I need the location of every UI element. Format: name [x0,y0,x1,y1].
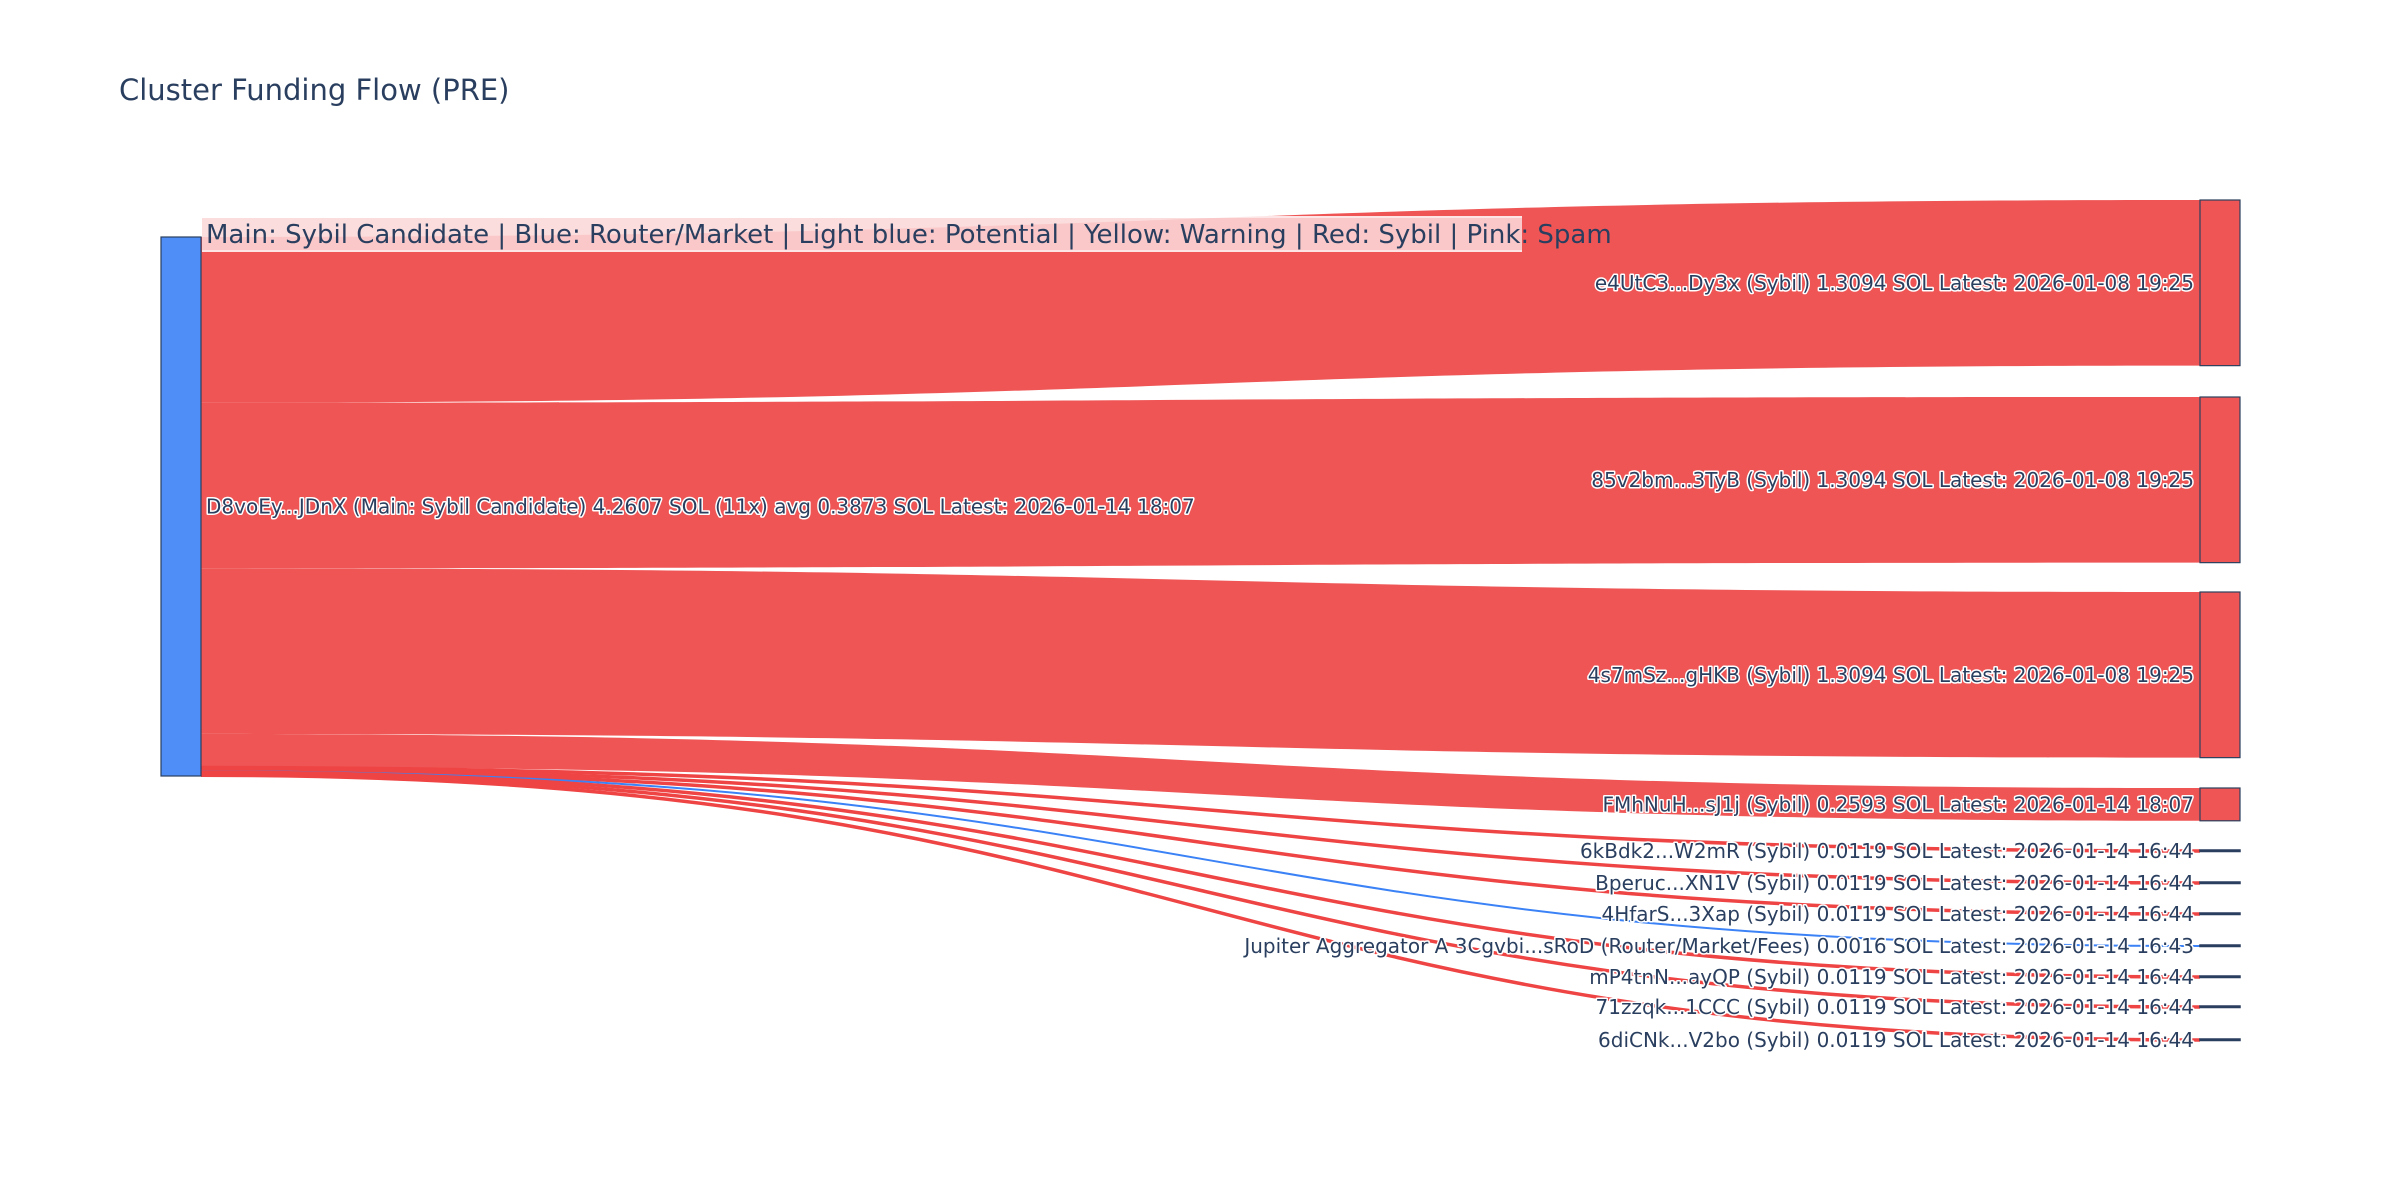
nodes-layer [160,199,2241,1042]
target-node-label: 4s7mSz...gHKB (Sybil) 1.3094 SOL Latest:… [1588,663,2194,687]
target-node[interactable] [2199,591,2241,759]
legend-annotation: Main: Sybil Candidate | Blue: Router/Mar… [206,220,1612,250]
chart-title: Cluster Funding Flow (PRE) [119,73,509,107]
target-node[interactable] [2199,199,2241,367]
legend-annotation-box [202,218,1522,250]
target-node-label: FMhNuH...sJ1j (Sybil) 0.2593 SOL Latest:… [1603,792,2195,816]
labels-layer: e4UtC3...Dy3x (Sybil) 1.3094 SOL Latest:… [205,269,2196,1053]
target-node[interactable] [2199,881,2241,885]
target-node-label: Bperuc...XN1V (Sybil) 0.0119 SOL Latest:… [1595,871,2194,895]
target-node-label: mP4tnN...ayQP (Sybil) 0.0119 SOL Latest:… [1589,965,2194,989]
target-node[interactable] [2199,849,2241,853]
flow-link[interactable] [200,770,2201,947]
source-node-label: D8voEy...JDnX (Main: Sybil Candidate) 4.… [206,495,1195,519]
target-node-label: e4UtC3...Dy3x (Sybil) 1.3094 SOL Latest:… [1595,271,2194,295]
flow-link[interactable] [201,397,2200,569]
target-node[interactable] [2199,1005,2241,1009]
target-node-label: 6kBdk2...W2mR (Sybil) 0.0119 SOL Latest:… [1580,839,2194,863]
flow-link[interactable] [200,771,2201,1009]
flow-link[interactable] [200,765,2201,853]
legend-annotation-bg [202,216,1522,252]
target-node[interactable] [2199,944,2241,948]
target-node[interactable] [2199,975,2241,979]
flow-link[interactable] [201,733,2200,821]
links-layer [200,200,2201,1042]
target-node-label: 4HfarS...3Xap (Sybil) 0.0119 SOL Latest:… [1602,902,2195,926]
flow-link[interactable] [200,768,2201,916]
target-node-label: 85v2bm...3TyB (Sybil) 1.3094 SOL Latest:… [1591,468,2194,492]
target-node[interactable] [2199,1038,2241,1042]
target-node[interactable] [2199,912,2241,916]
target-node-label: Jupiter Aggregator A 3Cgvbi...sRoD (Rout… [1242,934,2194,958]
target-node-label: 6diCNk...V2bo (Sybil) 0.0119 SOL Latest:… [1598,1028,2194,1052]
target-node-label: 71zzqk...1CCC (Sybil) 0.0119 SOL Latest:… [1596,995,2194,1019]
flow-link[interactable] [200,770,2201,979]
flow-link[interactable] [200,773,2201,1042]
target-node[interactable] [2199,396,2241,564]
flow-link[interactable] [201,568,2200,758]
target-node[interactable] [2199,787,2241,822]
flow-link[interactable] [200,767,2201,885]
source-node[interactable] [160,236,202,777]
